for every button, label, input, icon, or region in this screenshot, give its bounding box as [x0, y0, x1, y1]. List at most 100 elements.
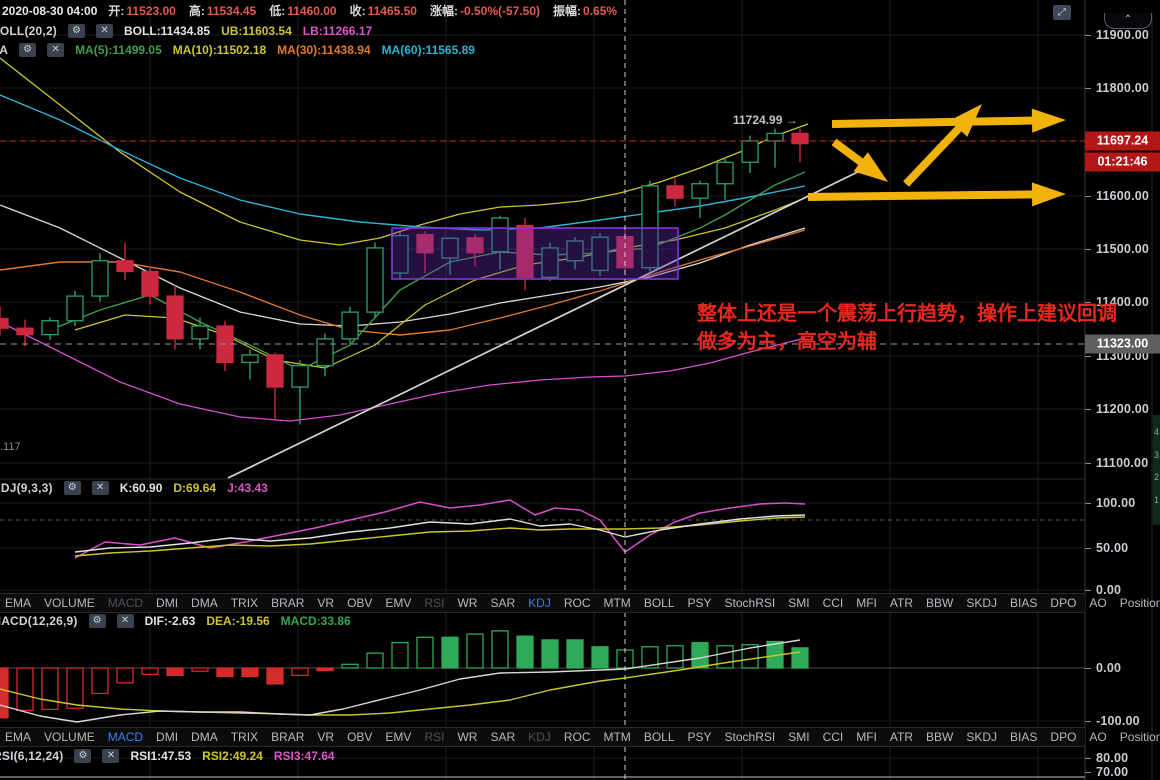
macd-close-icon[interactable]: ✕	[116, 614, 134, 628]
axis-tick	[1085, 35, 1091, 36]
edge-axis-digit: 3	[1154, 450, 1160, 460]
tab-psy[interactable]: PSY	[687, 730, 712, 744]
tab-brar[interactable]: BRAR	[271, 730, 305, 744]
tab-emv[interactable]: EMV	[385, 596, 412, 610]
tab-boll[interactable]: BOLL	[643, 596, 675, 610]
rsi-close-icon[interactable]: ✕	[102, 749, 120, 763]
boll-settings-gear-icon[interactable]: ⚙	[68, 24, 86, 38]
ma-value: MA(60):11565.89	[381, 43, 475, 57]
popout-icon[interactable]: ⤢	[1053, 5, 1071, 20]
tab-ao[interactable]: AO	[1089, 730, 1107, 744]
edge-axis-digit: 2	[1154, 472, 1160, 482]
tab-wr[interactable]: WR	[457, 596, 478, 610]
boll-close-icon[interactable]: ✕	[96, 24, 114, 38]
axis-label: 100.00	[1096, 496, 1136, 510]
tab-vr[interactable]: VR	[317, 596, 335, 610]
truncated-left-label: .117	[0, 441, 21, 453]
tab-stochrsi[interactable]: StochRSI	[724, 596, 776, 610]
tab-cci[interactable]: CCI	[822, 596, 844, 610]
kdj-close-icon[interactable]: ✕	[91, 481, 109, 495]
rsi-value: RSI1:47.53	[130, 749, 192, 763]
tab-mtm[interactable]: MTM	[603, 730, 631, 744]
tab-smi[interactable]: SMI	[788, 596, 810, 610]
tab-roc[interactable]: ROC	[563, 596, 591, 610]
tab-obv[interactable]: OBV	[347, 596, 373, 610]
axis-tick	[1085, 356, 1091, 357]
tab-stochrsi[interactable]: StochRSI	[724, 730, 776, 744]
tab-dmi[interactable]: DMI	[156, 596, 179, 610]
axis-tick	[1085, 503, 1091, 504]
boll-indicator-name: BOLL(20,2)	[0, 24, 58, 38]
tab-wr[interactable]: WR	[457, 730, 478, 744]
ohlc-field: 振幅: 0.65%	[553, 4, 618, 18]
tab-sar[interactable]: SAR	[490, 596, 516, 610]
rsi-settings-gear-icon[interactable]: ⚙	[74, 749, 92, 763]
tab-emv[interactable]: EMV	[385, 730, 412, 744]
kdj-settings-gear-icon[interactable]: ⚙	[63, 481, 81, 495]
tab-roc[interactable]: ROC	[563, 730, 591, 744]
tab-dpo[interactable]: DPO	[1050, 730, 1077, 744]
macd-indicator-row: MACD(12,26,9) ⚙ ✕ DIF:-2.63 DEA:-19.56 MACD:3…	[0, 614, 351, 628]
tab-bbw[interactable]: BBW	[926, 596, 954, 610]
tab-dma[interactable]: DMA	[191, 730, 218, 744]
axis-label: 50.00	[1096, 541, 1129, 555]
collapse-chevron[interactable]: ⌃	[1104, 13, 1152, 29]
macd-value: DEA:-19.56	[206, 614, 270, 628]
tab-dpo[interactable]: DPO	[1050, 596, 1077, 610]
tab-brar[interactable]: BRAR	[271, 596, 305, 610]
tab-psy[interactable]: PSY	[687, 596, 712, 610]
tab-vr[interactable]: VR	[317, 730, 335, 744]
axis-label: 11900.00	[1096, 28, 1150, 42]
ohlc-field: 低: 11460.00	[269, 4, 337, 18]
tab-atr[interactable]: ATR	[889, 730, 914, 744]
tab-volume[interactable]: VOLUME	[44, 596, 95, 610]
hover-price-badge: 11323.00	[1085, 334, 1160, 354]
tab-cci[interactable]: CCI	[822, 730, 844, 744]
tab-position[interactable]: Position	[1119, 730, 1160, 744]
tab-ao[interactable]: AO	[1089, 596, 1107, 610]
tab-rsi[interactable]: RSI	[424, 596, 445, 610]
axis-label: 11500.00	[1096, 242, 1150, 256]
tab-trix[interactable]: TRIX	[230, 596, 259, 610]
tab-macd[interactable]: MACD	[107, 596, 144, 610]
kdj-value: J:43.43	[227, 481, 268, 495]
ma-settings-gear-icon[interactable]: ⚙	[19, 43, 37, 57]
kdj-value: K:60.90	[119, 481, 163, 495]
tab-mfi[interactable]: MFI	[856, 596, 877, 610]
macd-panel	[0, 630, 1085, 723]
drawn-arrows	[807, 104, 1066, 207]
tab-macd[interactable]: MACD	[107, 730, 144, 744]
tab-sar[interactable]: SAR	[490, 730, 516, 744]
tab-mfi[interactable]: MFI	[856, 730, 877, 744]
kdj-curves	[74, 499, 806, 559]
tab-trix[interactable]: TRIX	[230, 730, 259, 744]
tab-boll[interactable]: BOLL	[643, 730, 675, 744]
axis-tick	[1085, 302, 1091, 303]
tab-rsi[interactable]: RSI	[424, 730, 445, 744]
tab-ema[interactable]: EMA	[5, 730, 32, 744]
axis-label: 0.00	[1096, 583, 1122, 597]
tab-atr[interactable]: ATR	[889, 596, 914, 610]
boll-value: UB:11603.54	[221, 24, 292, 38]
tab-kdj[interactable]: KDJ	[528, 596, 551, 610]
tab-ema[interactable]: EMA	[5, 596, 32, 610]
macd-settings-gear-icon[interactable]: ⚙	[88, 614, 106, 628]
ma-indicator-row: MA ⚙ ✕ MA(5):11499.05 MA(10):11502.18 MA(30):…	[0, 43, 475, 57]
tab-skdj[interactable]: SKDJ	[966, 730, 998, 744]
ma-value: MA(10):11502.18	[172, 43, 267, 57]
tab-bbw[interactable]: BBW	[926, 730, 954, 744]
ma-value: MA(30):11438.94	[277, 43, 371, 57]
tab-mtm[interactable]: MTM	[603, 596, 631, 610]
tab-bias[interactable]: BIAS	[1010, 730, 1038, 744]
ma-close-icon[interactable]: ✕	[47, 43, 65, 57]
tab-dma[interactable]: DMA	[191, 596, 218, 610]
tab-position[interactable]: Position	[1119, 596, 1160, 610]
tab-obv[interactable]: OBV	[347, 730, 373, 744]
tab-volume[interactable]: VOLUME	[44, 730, 95, 744]
tab-skdj[interactable]: SKDJ	[966, 596, 998, 610]
tab-dmi[interactable]: DMI	[156, 730, 179, 744]
tab-bias[interactable]: BIAS	[1010, 596, 1038, 610]
tab-kdj[interactable]: KDJ	[528, 730, 551, 744]
tab-smi[interactable]: SMI	[788, 730, 810, 744]
